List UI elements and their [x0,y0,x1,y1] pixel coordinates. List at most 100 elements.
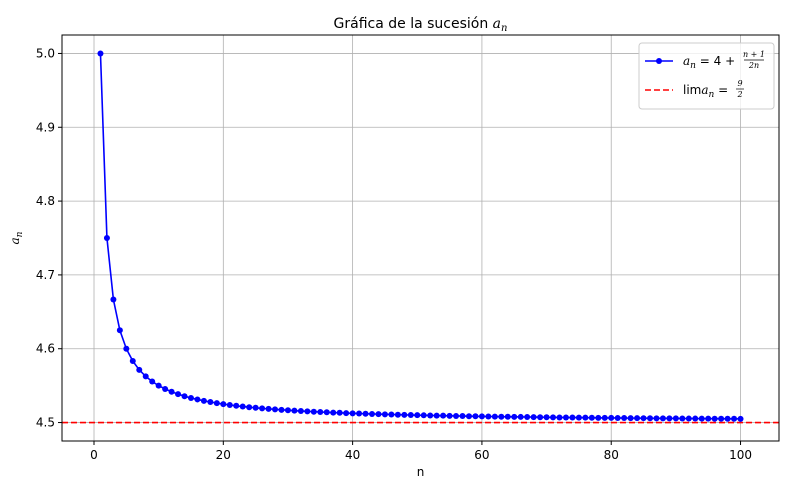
data-point-27 [265,405,272,412]
y-tick-label-5: 5.0 [36,46,55,60]
data-point-94 [698,415,705,422]
data-point-5 [123,345,130,352]
data-point-72 [556,414,563,421]
data-point-31 [291,407,298,414]
data-point-54 [440,412,447,419]
y-tick-label-4: 4.9 [36,120,55,134]
data-point-75 [575,414,582,421]
data-point-8 [142,373,149,380]
data-point-69 [537,414,544,421]
data-point-51 [420,412,427,419]
data-point-13 [175,391,182,398]
plot-frame [61,34,780,442]
data-point-1 [97,50,104,57]
data-point-32 [297,408,304,415]
data-point-19 [213,400,220,407]
data-point-80 [608,414,615,421]
x-tick-label-1: 20 [216,448,231,462]
data-point-48 [401,411,408,418]
data-point-98 [724,415,731,422]
data-point-6 [129,358,136,365]
data-point-34 [310,408,317,415]
data-point-86 [647,415,654,422]
sequence-line [99,53,741,420]
data-point-93 [692,415,699,422]
data-point-85 [640,415,647,422]
y-tick-label-2: 4.7 [36,268,55,282]
data-point-44 [375,411,382,418]
y-tick-label-3: 4.8 [36,194,55,208]
data-point-39 [343,410,350,417]
data-point-57 [459,413,466,420]
data-point-70 [543,414,550,421]
data-point-78 [595,414,602,421]
data-point-22 [233,402,240,409]
data-point-92 [685,415,692,422]
data-point-4 [116,327,123,334]
data-point-17 [200,397,207,404]
data-point-77 [588,414,595,421]
axes-frame [61,34,780,442]
x-tick-label-2: 40 [345,448,360,462]
data-point-42 [362,410,369,417]
legend-marker-sequence [656,58,662,64]
data-point-11 [162,385,169,392]
data-point-26 [259,405,266,412]
data-point-82 [621,415,628,422]
data-point-64 [504,413,511,420]
data-point-14 [181,393,188,400]
data-point-50 [414,412,421,419]
x-ticks: 0 20 40 60 80 100 [90,441,752,462]
data-point-53 [433,412,440,419]
data-point-25 [252,404,259,411]
x-axis-label: n [417,465,425,479]
data-point-59 [472,413,479,420]
data-point-81 [614,414,621,421]
legend-frac-den-sequence: 2n [748,61,759,70]
data-point-15 [187,394,194,401]
data-point-67 [524,414,531,421]
legend: an = 4 + n + 1 2n liman = 9 2 [638,42,775,110]
data-point-66 [517,413,524,420]
y-tick-label-1: 4.6 [36,342,55,356]
data-point-90 [672,415,679,422]
data-point-91 [679,415,686,422]
data-point-2 [103,235,110,241]
data-point-95 [705,415,712,422]
y-tick-label-0: 4.5 [36,416,55,430]
legend-frac-num-sequence: n + 1 [743,50,765,59]
data-point-24 [246,404,253,411]
data-point-84 [634,415,641,422]
data-point-55 [446,412,453,419]
data-point-7 [136,366,143,373]
data-point-46 [388,411,395,418]
data-point-47 [394,411,401,418]
data-point-41 [356,410,363,417]
data-point-12 [168,388,175,395]
x-tick-label-4: 80 [604,448,619,462]
x-tick-label-3: 60 [474,448,489,462]
data-point-38 [336,409,343,416]
data-point-30 [284,407,291,414]
data-point-74 [569,414,576,421]
data-point-52 [427,412,434,419]
data-point-45 [381,411,388,418]
data-point-23 [239,403,246,410]
data-point-9 [149,378,156,385]
data-point-35 [317,408,324,415]
data-point-79 [601,414,608,421]
data-point-37 [330,409,337,416]
legend-frac-num-limit: 9 [737,79,742,88]
data-point-40 [349,410,356,417]
data-point-100 [737,415,744,422]
data-point-18 [207,399,214,406]
data-point-99 [731,415,738,422]
data-point-56 [453,412,460,419]
data-point-10 [155,382,162,389]
series-group [97,50,744,422]
legend-box [638,42,775,110]
y-ticks: 4.5 4.6 4.7 4.8 4.9 5.0 [36,46,62,430]
data-point-28 [272,406,279,413]
y-axis-label: an [8,231,25,244]
